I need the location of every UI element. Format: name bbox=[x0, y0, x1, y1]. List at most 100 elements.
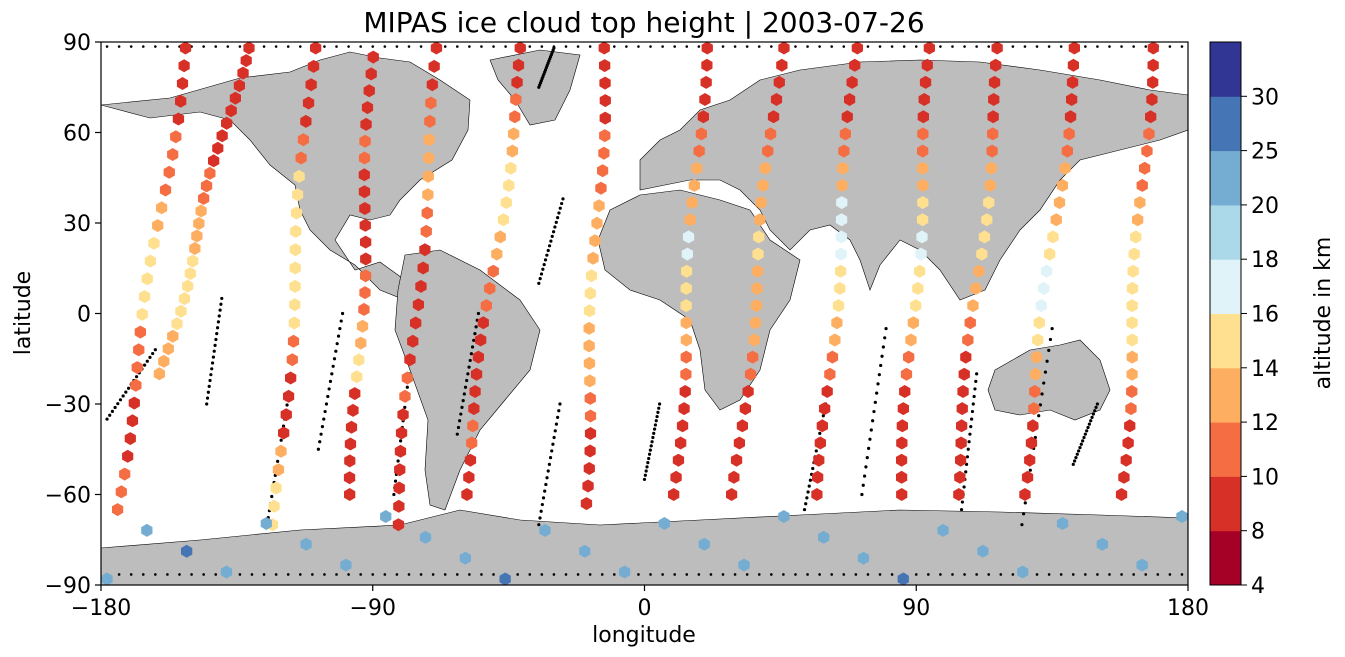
gap-dot bbox=[1037, 414, 1041, 418]
cloud-top-point bbox=[814, 436, 826, 450]
gap-dot bbox=[1079, 442, 1083, 446]
cloud-top-point bbox=[835, 247, 847, 261]
gap-dot bbox=[927, 573, 930, 576]
cloud-top-point bbox=[289, 298, 301, 312]
cloud-top-point bbox=[838, 144, 850, 158]
colorbar-tick-label: 8 bbox=[1251, 520, 1265, 545]
cloud-top-point bbox=[584, 427, 597, 440]
gap-dot bbox=[546, 248, 550, 253]
gap-dot bbox=[1023, 45, 1027, 48]
gap-dot bbox=[209, 373, 213, 377]
gap-dot bbox=[537, 281, 541, 285]
cloud-top-point bbox=[204, 166, 216, 180]
cloud-top-point bbox=[679, 385, 691, 398]
cloud-top-point bbox=[733, 436, 745, 450]
gap-dot bbox=[143, 363, 147, 367]
gap-dot bbox=[1156, 573, 1160, 576]
cloud-top-point bbox=[1033, 316, 1045, 330]
gap-dot bbox=[877, 373, 881, 377]
cloud-top-point bbox=[678, 402, 690, 416]
cloud-top-point bbox=[981, 213, 993, 227]
gap-dot bbox=[884, 326, 888, 331]
gap-dot bbox=[554, 422, 559, 426]
gap-dot bbox=[964, 470, 968, 474]
gap-dot bbox=[537, 85, 541, 89]
gap-dot bbox=[963, 45, 966, 48]
gap-dot bbox=[480, 573, 483, 576]
gap-dot bbox=[214, 573, 218, 576]
cloud-top-point bbox=[1126, 299, 1138, 313]
x-tick-label: −180 bbox=[71, 596, 131, 621]
cloud-top-point bbox=[500, 196, 512, 210]
cloud-top-point bbox=[1019, 488, 1031, 501]
cloud-top-point bbox=[353, 353, 365, 367]
gap-dot bbox=[558, 206, 562, 210]
gap-dot bbox=[650, 440, 654, 444]
gap-dot bbox=[540, 45, 544, 48]
cloud-top-point bbox=[579, 544, 591, 558]
gap-dot bbox=[545, 476, 549, 480]
cloud-top-point bbox=[1132, 213, 1144, 227]
gap-dot bbox=[456, 425, 461, 430]
gap-dot bbox=[467, 365, 471, 369]
gap-dot bbox=[564, 45, 568, 48]
gap-dot bbox=[972, 394, 976, 399]
colorbar-tick-label: 12 bbox=[1251, 411, 1279, 436]
gap-dot bbox=[939, 573, 942, 576]
colorbar: 4 8 10 12 14 16 18 20 25 30 bbox=[1209, 41, 1279, 599]
gap-dot bbox=[1094, 405, 1098, 409]
gap-dot bbox=[697, 45, 701, 48]
gap-dot bbox=[319, 432, 323, 436]
gap-dot bbox=[867, 446, 871, 451]
gap-dot bbox=[347, 573, 350, 576]
cloud-top-point bbox=[962, 333, 974, 347]
gap-dot bbox=[405, 385, 409, 389]
cloud-top-point bbox=[417, 261, 429, 275]
cloud-top-point bbox=[670, 470, 682, 484]
cloud-top-point bbox=[138, 290, 151, 304]
cloud-top-point bbox=[832, 299, 845, 313]
gap-dot bbox=[298, 573, 302, 576]
cloud-top-point bbox=[365, 67, 377, 81]
gap-dot bbox=[549, 239, 553, 243]
gap-dot bbox=[818, 431, 822, 435]
gap-dot bbox=[657, 402, 662, 406]
cloud-top-point bbox=[583, 356, 596, 370]
cloud-top-point bbox=[583, 462, 595, 475]
cloud-top-point bbox=[539, 523, 551, 537]
cloud-top-point bbox=[428, 59, 440, 73]
gap-dot bbox=[270, 494, 274, 499]
gap-dot bbox=[213, 343, 217, 347]
gap-dot bbox=[649, 45, 652, 48]
cloud-top-point bbox=[851, 42, 863, 55]
gap-dot bbox=[166, 573, 169, 576]
gap-dot bbox=[190, 573, 193, 576]
cloud-top-point bbox=[915, 247, 927, 261]
gap-dot bbox=[1011, 573, 1015, 576]
gap-dot bbox=[1132, 573, 1135, 576]
x-tick-label: 90 bbox=[902, 596, 930, 621]
cloud-top-point bbox=[755, 196, 767, 210]
cloud-top-point bbox=[506, 144, 518, 158]
cloud-top-point bbox=[739, 402, 751, 416]
cloud-top-point bbox=[987, 127, 999, 141]
cloud-top-point bbox=[268, 499, 280, 513]
gap-dot bbox=[328, 379, 333, 383]
cloud-top-point bbox=[221, 116, 233, 130]
gap-dot bbox=[814, 449, 818, 453]
cloud-top-point bbox=[1139, 161, 1151, 175]
cloud-top-point bbox=[599, 59, 611, 73]
land-australia bbox=[987, 339, 1111, 421]
colorbar-bin bbox=[1210, 422, 1241, 477]
gap-dot bbox=[1096, 45, 1099, 48]
gap-dot bbox=[576, 573, 580, 576]
cloud-top-point bbox=[1061, 144, 1073, 158]
cloud-top-point bbox=[726, 488, 738, 501]
gap-dot bbox=[539, 509, 543, 513]
gap-dot bbox=[154, 45, 157, 48]
gap-dot bbox=[541, 496, 546, 500]
cloud-top-point bbox=[395, 426, 408, 440]
colorbar-tick-label: 16 bbox=[1251, 303, 1279, 328]
cloud-top-point bbox=[896, 453, 908, 467]
